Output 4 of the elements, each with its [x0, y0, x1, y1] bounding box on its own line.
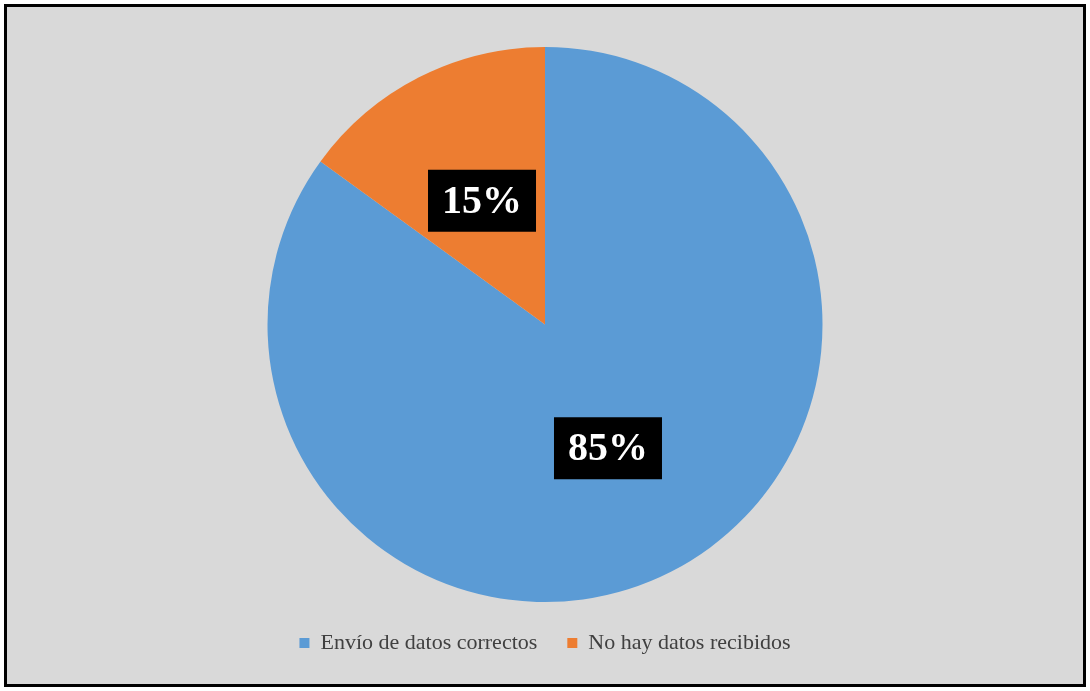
data-label: 85%: [567, 424, 648, 470]
data-label: 15%: [442, 177, 523, 223]
legend-label: Envío de datos correctos: [320, 628, 538, 654]
legend-label: No hay datos recibidos: [588, 628, 791, 654]
